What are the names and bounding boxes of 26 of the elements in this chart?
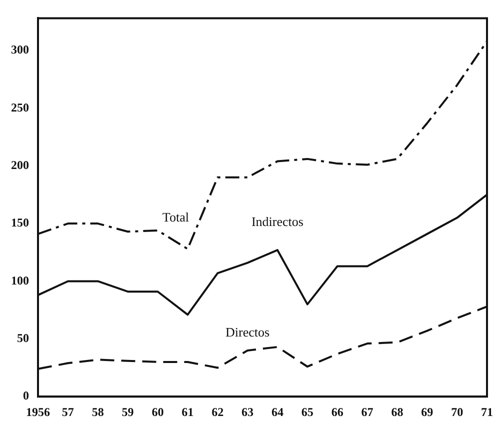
x-tick-label: 70 [451,404,464,419]
y-tick-label: 100 [11,273,29,288]
text: Indirectos [251,214,304,230]
x-tick-label: 65 [301,404,314,419]
x-tick-label: 62 [212,404,224,419]
x-tick-label: 69 [421,404,434,419]
x-tick-label: 71 [481,404,493,419]
x-tick-label: 61 [182,404,194,419]
x-tick-label: 1956 [26,404,50,419]
y-tick-label: 250 [11,100,29,114]
x-tick-label: 68 [391,404,404,419]
x-tick-label: 57 [62,404,74,419]
y-tick-label: 50 [17,331,29,346]
x-tick-label: 58 [92,404,104,419]
y-tick-label: 150 [11,216,29,230]
y-tick-label: 0 [23,388,29,403]
x-tick-label: 67 [361,404,374,419]
x-tick-label: 63 [242,404,254,419]
x-tick-label: 60 [152,404,164,419]
series-label: Directos [226,324,270,340]
y-tick-label: 200 [11,158,29,172]
x-tick-label: 59 [122,404,134,419]
x-tick-label: 64 [271,404,284,419]
x-tick-label: 66 [331,404,344,419]
series-label: Total [162,210,190,225]
y-tick-label: 300 [11,42,29,57]
